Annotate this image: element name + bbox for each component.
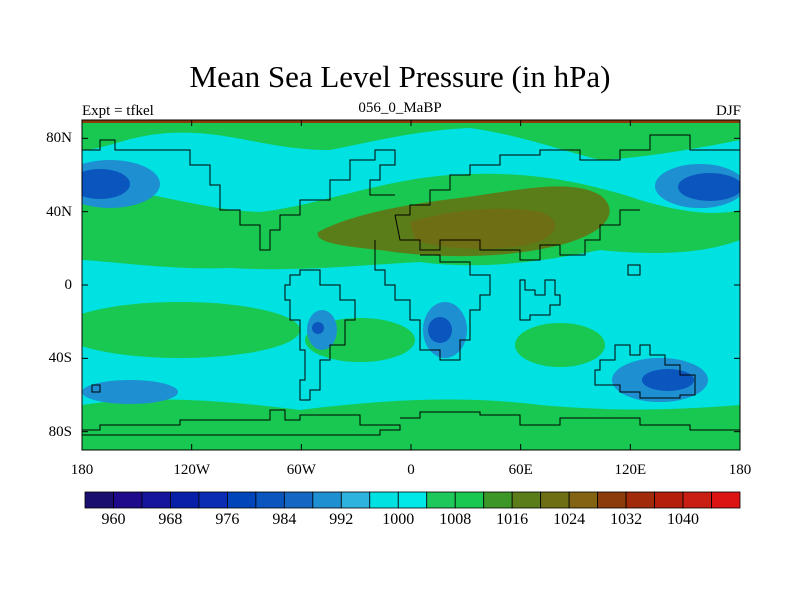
x-tick-label: 180 <box>70 462 94 478</box>
colorbar-swatch <box>170 491 200 509</box>
colorbar-swatch <box>682 491 712 509</box>
colorbar-swatch <box>568 491 599 509</box>
colorbar-label: 1016 <box>496 511 529 528</box>
colorbar-label: 984 <box>272 511 297 528</box>
colorbar-label: 960 <box>101 511 126 528</box>
colorbar-swatch <box>625 491 655 509</box>
y-tick-label: 80N <box>46 130 72 147</box>
chart-title: Mean Sea Level Pressure (in hPa) <box>189 59 611 94</box>
colorbar-label: 1032 <box>610 511 643 528</box>
y-tick-label: 0 <box>64 277 73 293</box>
coastlines <box>82 134 740 436</box>
x-tick-label: 60E <box>508 462 533 478</box>
colorbar-swatch <box>283 491 314 509</box>
colorbar-swatch <box>597 491 627 509</box>
field-low-safrica <box>428 317 452 343</box>
field-low-np-east <box>678 173 740 201</box>
colorbar-swatch <box>483 491 513 509</box>
field-high-indian <box>515 323 605 367</box>
colorbar-swatch <box>540 491 570 509</box>
colorbar-swatch <box>340 491 371 509</box>
colorbar-swatch <box>312 491 342 509</box>
field-high-south-pacific <box>82 302 300 358</box>
y-axis-ticks <box>82 137 740 433</box>
field-high-asia-core <box>410 208 556 249</box>
x-axis-ticks <box>81 120 741 450</box>
experiment-label: Expt = tfkel <box>82 103 154 119</box>
colorbar-swatch <box>141 491 171 509</box>
colorbar-swatch <box>84 491 114 509</box>
colorbar-swatch <box>654 491 684 509</box>
y-tick-label: 80S <box>48 423 72 440</box>
x-tick-label: 120E <box>614 462 647 478</box>
colorbar-swatch <box>255 491 285 509</box>
colorbar-label: 968 <box>158 511 183 528</box>
field-band-south <box>82 399 740 450</box>
pressure-field <box>82 120 740 450</box>
colorbar-label: 1040 <box>667 511 700 528</box>
x-tick-label: 120W <box>173 462 210 478</box>
colorbar-swatch <box>711 491 741 509</box>
colorbar-label: 976 <box>215 511 240 528</box>
colorbar-swatch <box>198 491 228 509</box>
season-label: DJF <box>715 103 741 119</box>
colorbar-label: 992 <box>329 511 354 528</box>
colorbar <box>84 491 741 509</box>
field-low-np-west <box>82 169 130 199</box>
run-label: 056_0_MaBP <box>358 100 442 116</box>
colorbar-swatch <box>369 491 399 509</box>
colorbar-label: 1008 <box>439 511 472 528</box>
x-tick-label: 60W <box>286 462 316 478</box>
colorbar-swatch <box>454 491 485 509</box>
field-low-south-west <box>82 380 178 404</box>
colorbar-swatch <box>426 491 456 509</box>
x-tick-label: 180 <box>728 462 752 478</box>
colorbar-swatch <box>113 491 143 509</box>
colorbar-swatch <box>226 491 257 509</box>
y-tick-label: 40S <box>48 350 72 367</box>
field-low-samerica <box>312 322 324 334</box>
colorbar-label: 1000 <box>382 511 415 528</box>
colorbar-swatch <box>511 491 542 509</box>
colorbar-label: 1024 <box>553 511 586 528</box>
x-tick-label: 0 <box>407 462 415 478</box>
colorbar-swatch <box>397 491 428 509</box>
field-low-australia <box>642 369 694 391</box>
y-tick-label: 40N <box>46 203 72 220</box>
